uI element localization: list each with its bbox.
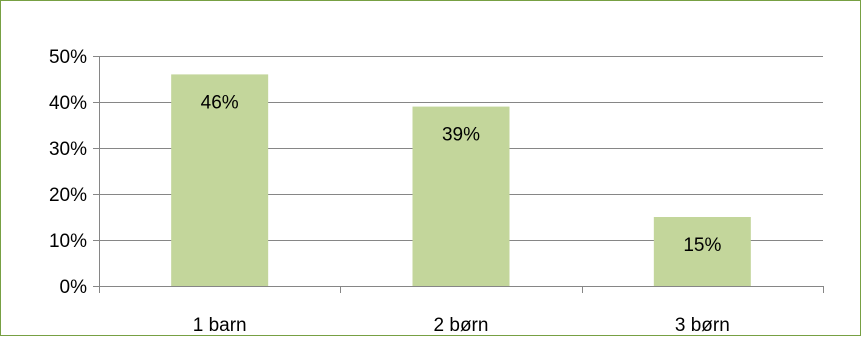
y-tick-label: 30% — [49, 139, 87, 160]
labels: 0% 10% 20% 30% 40% 50% 46% 1 barn 39% 2 børn 15% 3 … — [49, 47, 730, 336]
axes — [93, 56, 824, 293]
x-tick-label: 3 børn — [675, 315, 730, 336]
y-tick-label: 50% — [49, 47, 87, 68]
y-tick-label: 20% — [49, 185, 87, 206]
bars — [171, 74, 751, 287]
bar-3 — [653, 217, 751, 286]
x-tick-label: 2 børn — [434, 315, 489, 336]
data-label: 39% — [442, 125, 480, 146]
y-tick-label: 40% — [49, 93, 87, 114]
data-label: 15% — [683, 235, 721, 256]
x-tick-label: 1 barn — [193, 315, 247, 336]
bar-2 — [412, 106, 510, 286]
bar-1 — [171, 74, 269, 287]
y-tick-label: 10% — [49, 231, 87, 252]
y-tick-label: 0% — [60, 277, 88, 298]
data-label: 46% — [201, 92, 239, 113]
